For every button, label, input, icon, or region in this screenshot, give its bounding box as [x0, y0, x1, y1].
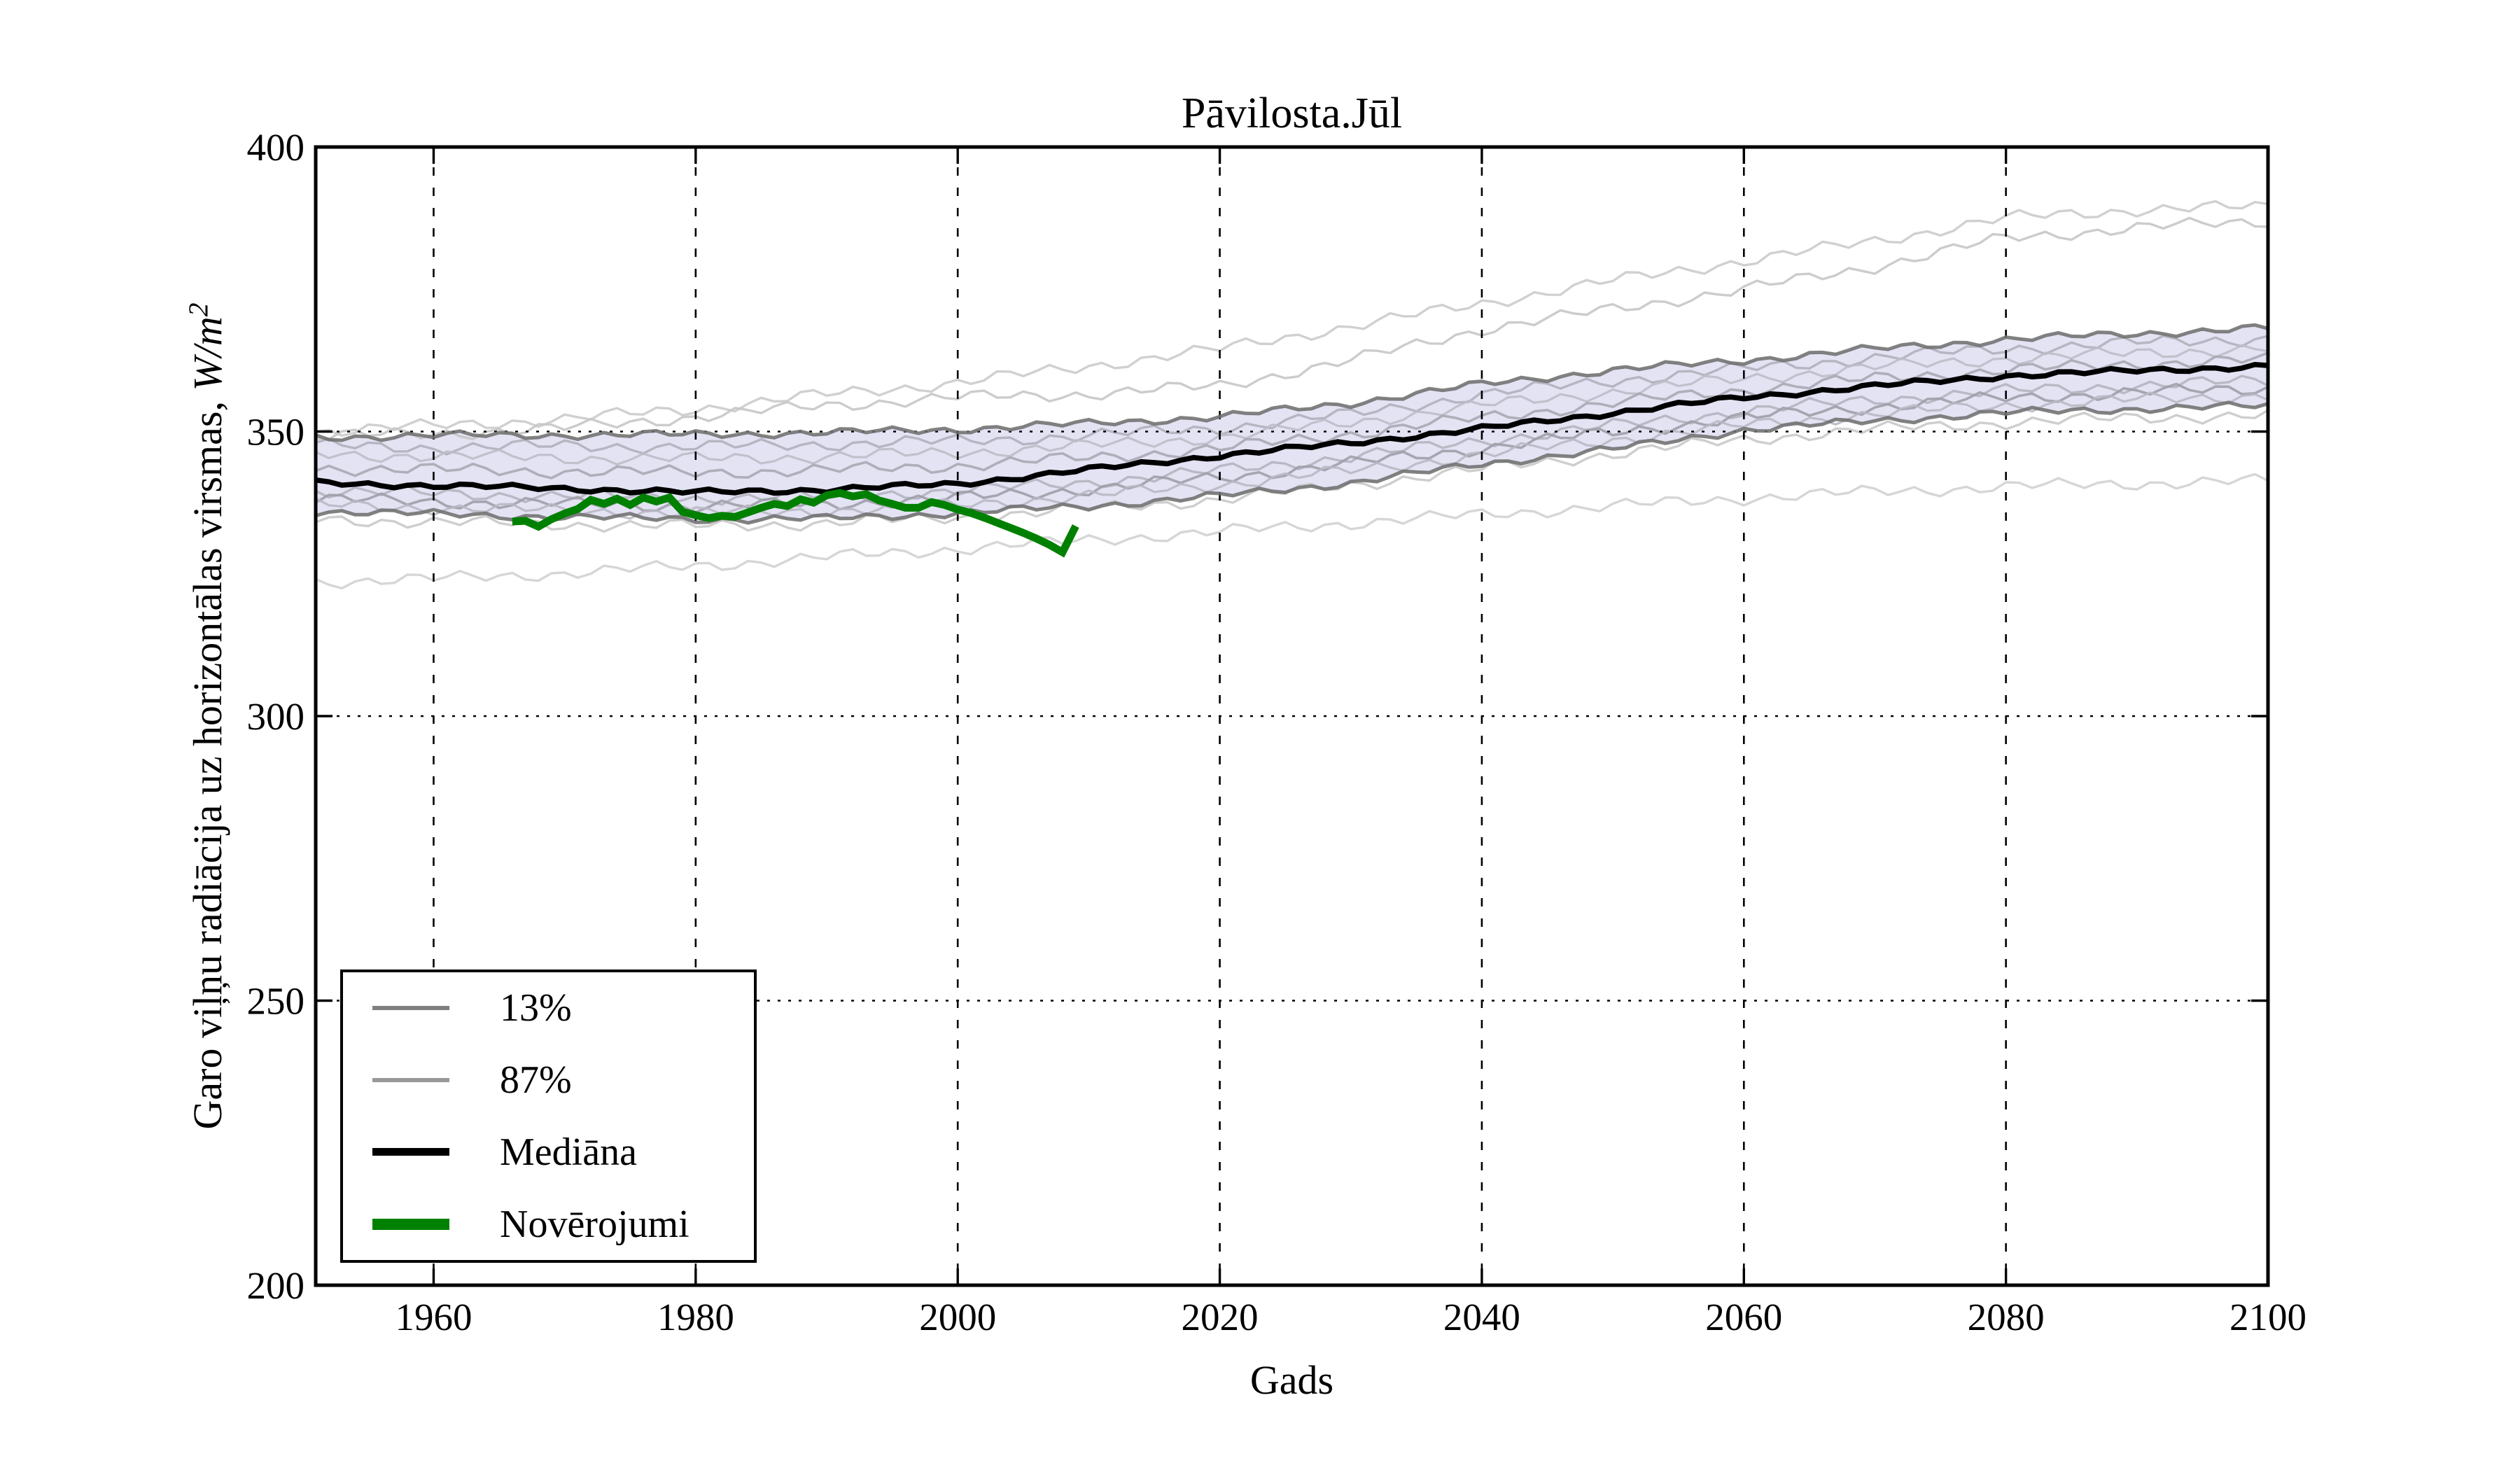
x-tick-label-2060: 2060	[1705, 1296, 1782, 1338]
y-axis-label-text: Garo viļņu radiācija uz horizontālas vir…	[185, 391, 231, 1130]
legend-swatch-13pct	[372, 1006, 449, 1011]
legend-swatch-mediana	[372, 1148, 449, 1156]
member-upper-2-line	[316, 216, 2268, 441]
member-inner-3-line	[316, 351, 2268, 479]
x-axis-label: Gads	[1250, 1357, 1334, 1403]
chart-title: Pāvilosta.Jūl	[1181, 90, 1403, 137]
member-upper-1-line	[316, 200, 2268, 438]
x-tick-label-2000: 2000	[919, 1296, 996, 1338]
legend-item-87pct: 87%	[343, 1058, 754, 1102]
y-axis-label-unit: W/m	[185, 316, 231, 391]
x-tick-label-1960: 1960	[395, 1296, 472, 1338]
quantile-87-line	[316, 323, 2268, 442]
legend-item-noverojumi: Novērojumi	[343, 1202, 754, 1247]
y-tick-label-200: 200	[247, 1264, 305, 1307]
legend-label-13pct: 13%	[500, 986, 572, 1030]
y-tick-label-350: 350	[247, 411, 305, 454]
y-axis-label-exponent: 2	[182, 302, 214, 317]
legend-label-mediana: Mediāna	[500, 1130, 637, 1174]
legend-label-87pct: 87%	[500, 1058, 572, 1102]
legend-swatch-87pct	[372, 1078, 449, 1083]
x-tick-label-2040: 2040	[1443, 1296, 1520, 1338]
legend-swatch-noverojumi	[372, 1218, 449, 1230]
y-tick-label-250: 250	[247, 980, 305, 1023]
y-tick-label-400: 400	[247, 126, 305, 169]
member-inner-6-line	[316, 391, 2268, 520]
quantile-13-line	[316, 400, 2268, 525]
legend-item-13pct: 13%	[343, 986, 754, 1030]
legend-box: 13% 87% Mediāna Novērojumi	[340, 969, 757, 1263]
y-axis-label: Garo viļņu radiācija uz horizontālas vir…	[182, 303, 231, 1130]
x-tick-label-1980: 1980	[657, 1296, 734, 1338]
member-lower-2-line	[316, 472, 2268, 590]
member-inner-5-line	[316, 382, 2268, 514]
x-tick-label-2020: 2020	[1182, 1296, 1259, 1338]
y-tick-label-300: 300	[247, 695, 305, 738]
member-inner-2-line	[316, 344, 2268, 466]
median-line	[316, 362, 2268, 496]
x-tick-label-2100: 2100	[2230, 1296, 2306, 1338]
legend-item-mediana: Mediāna	[343, 1130, 754, 1175]
observations-line	[512, 489, 1079, 558]
legend-label-noverojumi: Novērojumi	[500, 1202, 690, 1246]
quantile-band	[316, 325, 2268, 524]
x-tick-label-2080: 2080	[1968, 1296, 2045, 1338]
member-inner-1-line	[316, 335, 2268, 456]
